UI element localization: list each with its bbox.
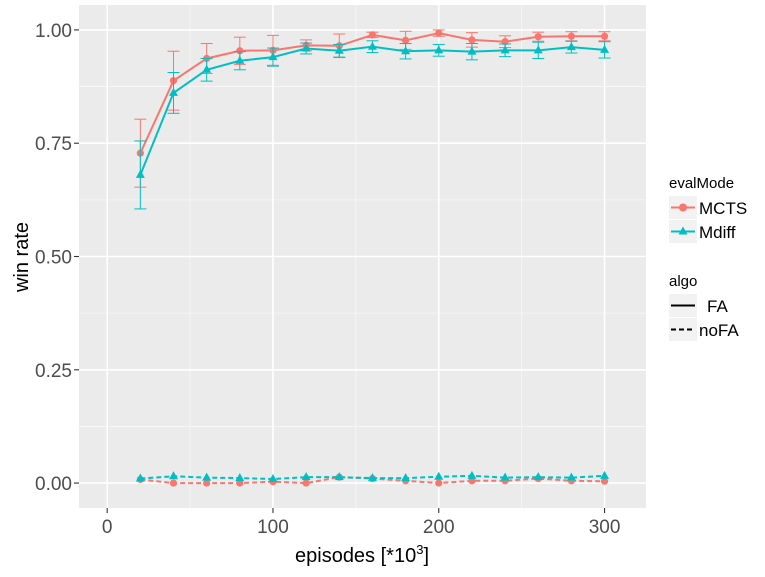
legend-key-nofa [669,318,697,341]
data-point [434,45,444,54]
series-layer [134,29,611,487]
legend-label-nofa: noFA [699,321,739,340]
data-point [600,477,609,485]
data-point [235,55,245,64]
y-tick-label: 1.00 [35,21,72,42]
x-tick-label: 0 [102,517,113,538]
data-point [334,472,344,481]
data-point [533,472,543,481]
data-point [468,36,476,44]
data-point [169,87,178,96]
y-tick-label: 0.00 [35,474,72,495]
data-point [302,479,310,487]
data-point [235,473,245,482]
data-point [135,473,145,482]
data-point [236,47,244,55]
data-point [301,43,311,52]
y-tick-label: 0.50 [35,248,72,269]
axis-ticks [74,29,606,513]
data-point [500,45,510,54]
y-tick-label: 0.75 [35,134,72,155]
data-point [202,472,212,481]
data-point [500,472,510,481]
data-point [435,29,443,37]
x-tick-label: 200 [423,517,455,538]
data-point [169,479,178,487]
legend-key-fa [669,294,697,317]
y-tick-label: 0.25 [35,361,72,382]
data-point [467,46,477,55]
data-point [567,32,575,40]
legend-title-algo: algo [669,273,697,290]
data-point [401,46,411,55]
data-point [367,41,377,50]
data-point [135,169,145,178]
data-point [401,473,411,482]
data-point [600,44,610,53]
data-point [368,31,377,39]
data-point [301,472,311,481]
legend-title-evalMode: evalMode [669,175,734,192]
x-axis-title: episodes [*103] [295,542,429,567]
data-point [600,32,609,40]
data-point [402,36,410,44]
tick-labels: 0 100 200 300 0.00 0.25 0.50 0.75 1.00 [35,21,620,538]
data-point [533,45,543,54]
data-point [434,471,444,480]
legend-label-mdiff: Mdiff [699,223,736,242]
data-point [566,42,576,51]
data-point [268,473,278,482]
x-tick-label: 300 [589,517,621,538]
data-point [468,477,476,485]
data-point [236,479,244,487]
data-point [467,470,477,479]
data-point [169,471,178,480]
data-point [268,52,278,61]
data-point [534,33,542,41]
legend-key-mdiff [669,220,697,243]
data-point [435,479,443,487]
grid-major [79,5,646,508]
legend-key-mcts [669,196,697,219]
legend: evalMode MCTS Mdiff algo FA noFA [669,175,747,341]
data-point [334,45,344,54]
legend-label-mcts: MCTS [699,199,747,218]
x-tick-label: 100 [257,517,289,538]
series-mdiff-fa [134,40,611,210]
data-point [202,64,212,73]
legend-label-fa: FA [707,297,728,316]
data-point [367,473,377,482]
data-point [566,472,576,481]
data-point [600,470,610,479]
y-axis-title: win rate [11,222,33,293]
series-mdiff-nofa [135,470,610,482]
data-point [203,479,211,487]
